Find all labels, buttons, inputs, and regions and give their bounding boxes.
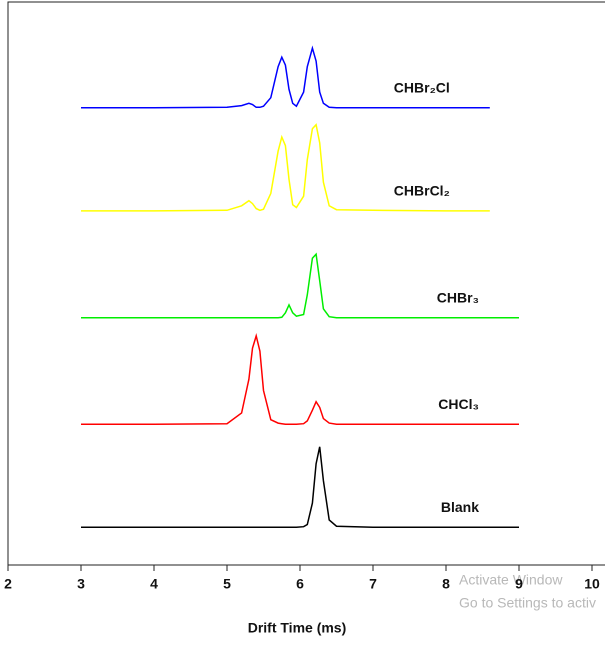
x-tick-label: 9 [515,576,523,592]
x-tick-label: 2 [4,576,12,592]
series-label: CHBrCl₂ [394,183,450,199]
series-line [81,446,519,529]
x-tick-label: 5 [223,576,231,592]
watermark: Activate Window [459,572,563,588]
x-tick-label: 8 [442,576,450,592]
series-line [81,252,519,319]
series-label: CHCl₃ [438,396,479,412]
series-line [81,123,490,212]
series-line [81,45,490,109]
plot-frame [7,1,605,566]
watermark: Go to Settings to activ [459,595,596,611]
series-label: CHBr₂Cl [394,80,450,96]
x-tick-label: 4 [150,576,158,592]
x-axis-title: Drift Time (ms) [248,620,347,636]
series-label: Blank [441,499,479,515]
series-line [81,333,519,426]
x-tick-label: 10 [584,576,600,592]
x-tick-label: 3 [77,576,85,592]
series-label: CHBr₃ [437,290,479,306]
x-tick-label: 7 [369,576,377,592]
x-tick-label: 6 [296,576,304,592]
